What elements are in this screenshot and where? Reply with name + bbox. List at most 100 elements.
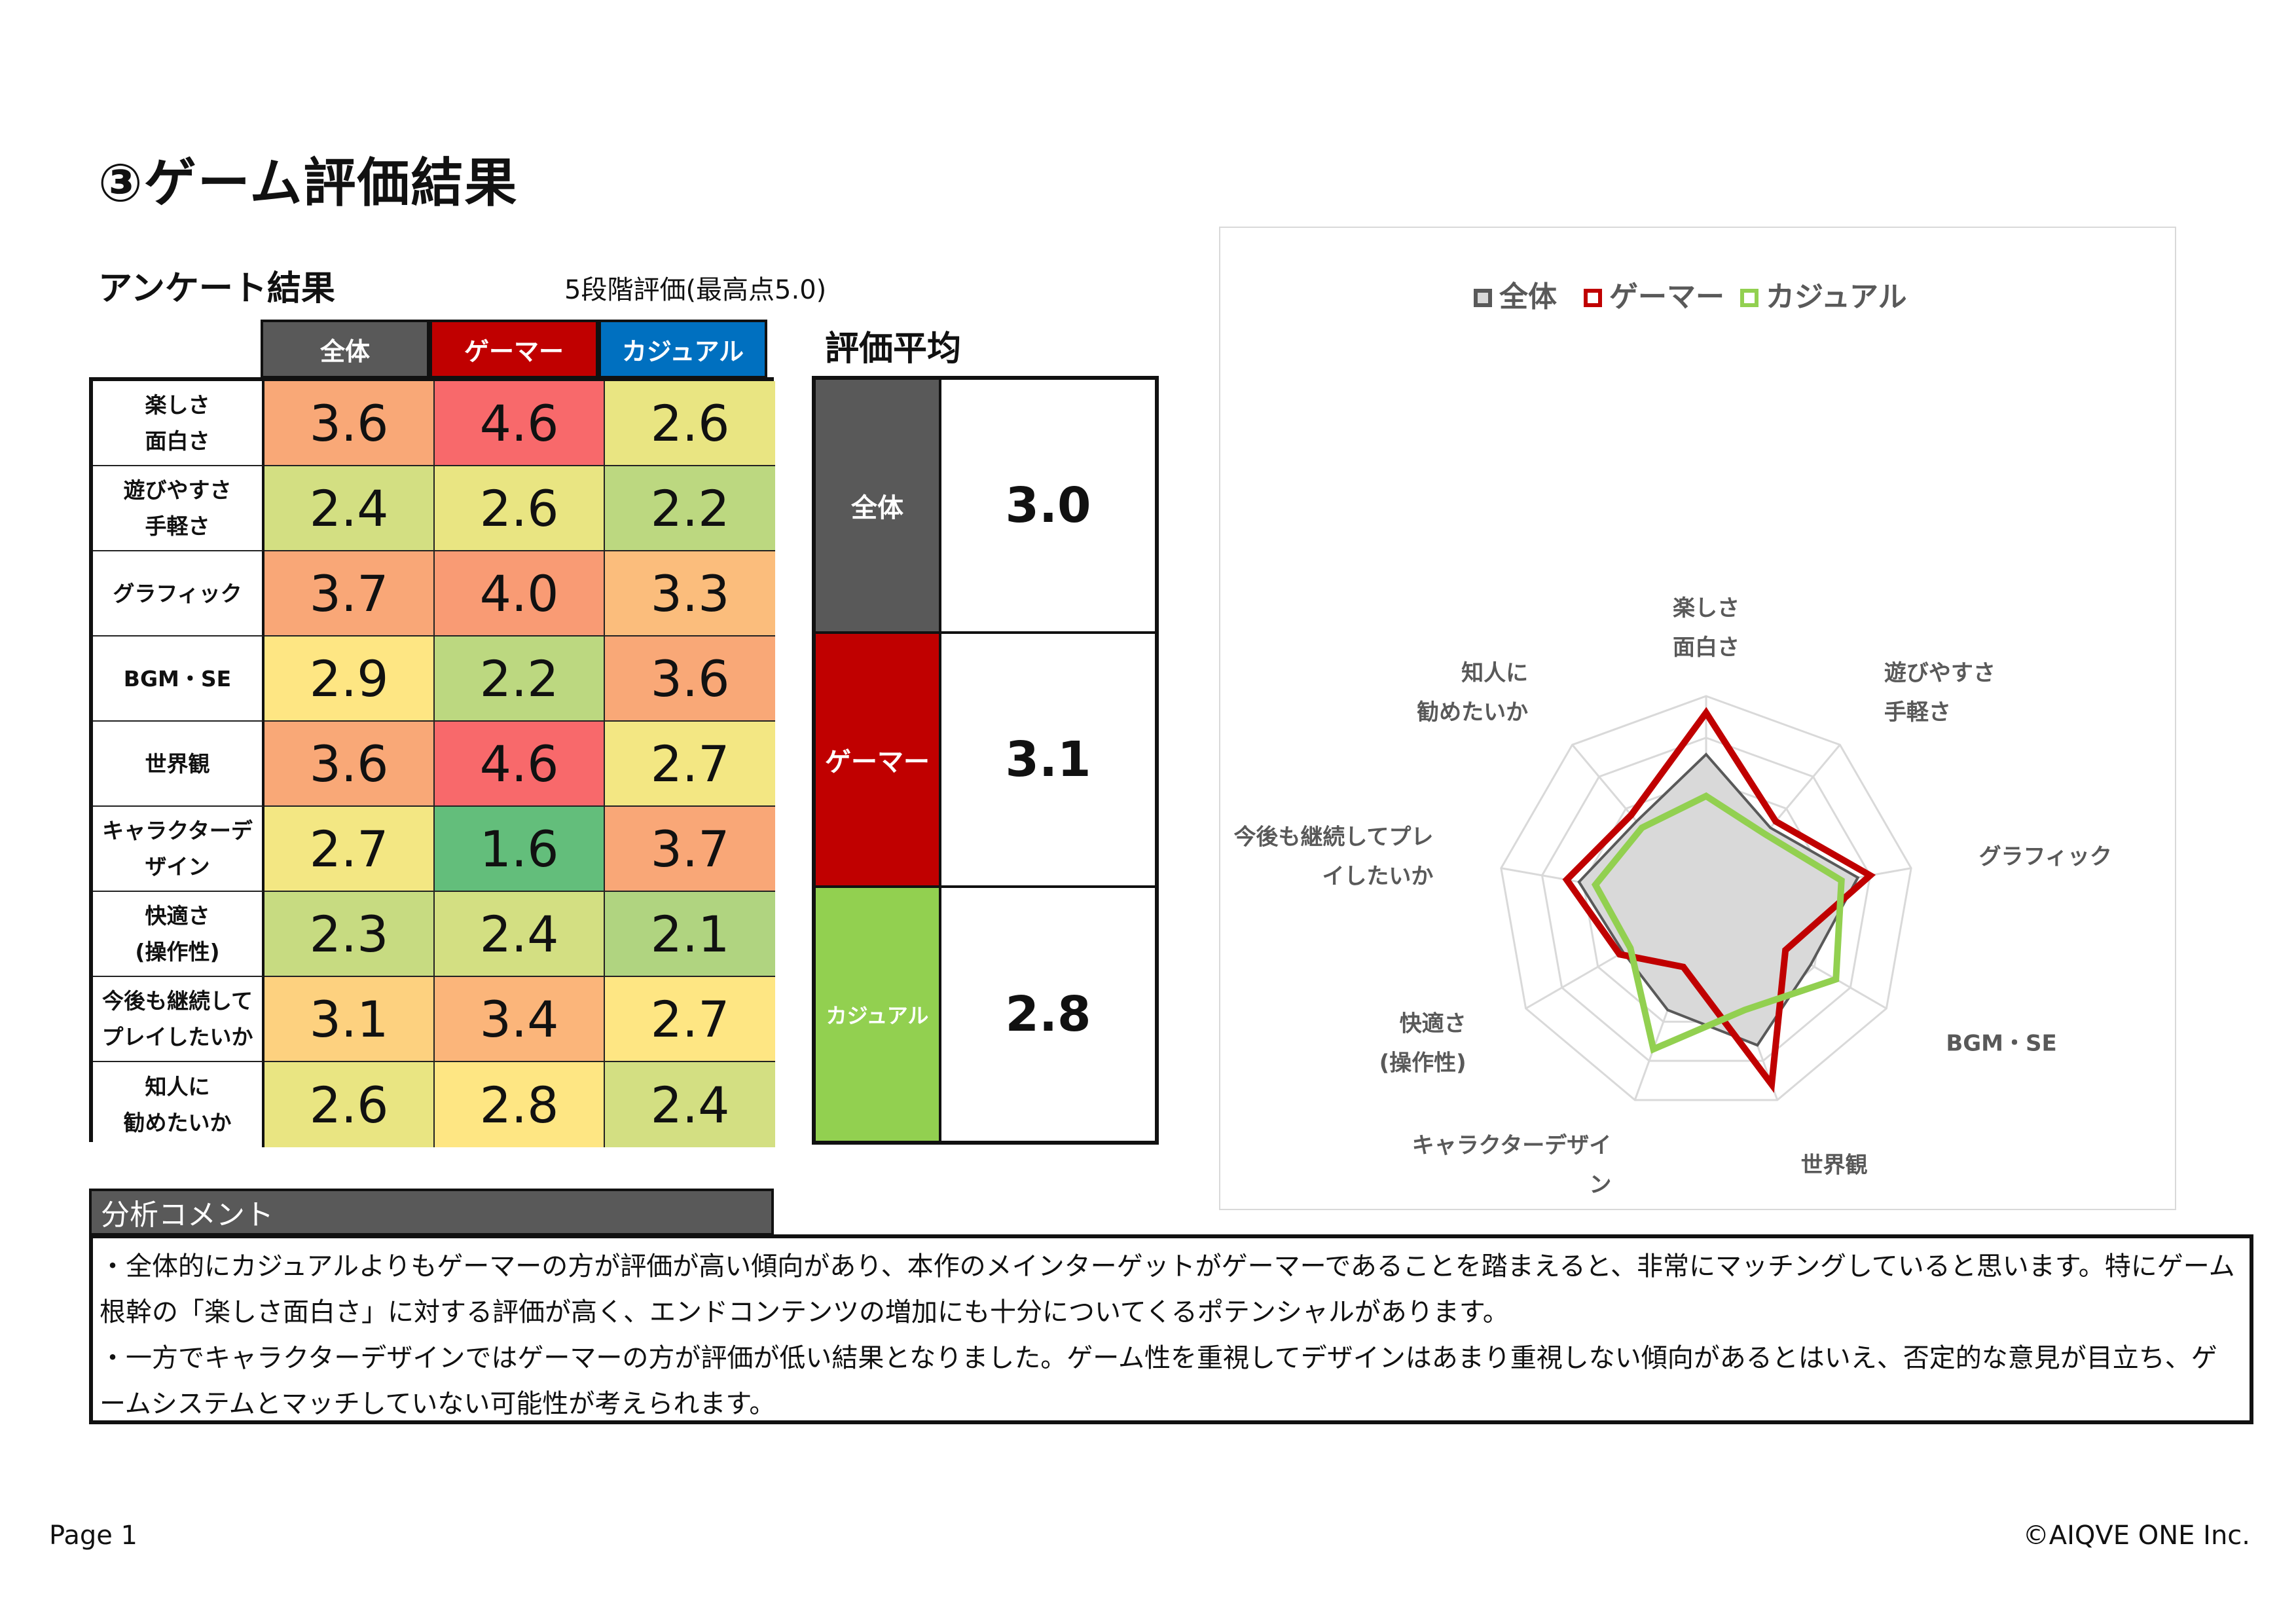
average-table: 全体 3.0 ゲーマー 3.1 カジュアル 2.8 [812, 376, 1159, 1145]
row-label-line: 遊びやすさ [123, 477, 232, 503]
row-label: 今後も継続して プレイしたいか [93, 977, 264, 1062]
score-cell: 3.6 [264, 381, 435, 466]
legend-label: カジュアル [1766, 280, 1907, 314]
score-cell: 2.8 [435, 1062, 605, 1147]
radar-axis-label: (操作性) [1379, 1050, 1467, 1077]
score-cell: 3.6 [605, 637, 775, 722]
average-label-gamer: ゲーマー [816, 634, 941, 888]
row-label: 快適さ (操作性) [93, 892, 264, 977]
legend-marker [1740, 289, 1758, 307]
score-cell: 2.7 [605, 977, 775, 1062]
score-cell: 2.6 [605, 381, 775, 466]
score-cell: 2.7 [264, 807, 435, 892]
row-label: 世界観 [93, 722, 264, 807]
score-cell: 2.9 [264, 637, 435, 722]
radar-axis-label: 遊びやすさ [1884, 660, 1995, 686]
average-heading: 評価平均 [825, 329, 962, 369]
row-label-line: 知人に [145, 1074, 210, 1099]
radar-gridline [1540, 737, 1872, 1062]
radar-axis-label: 楽しさ [1673, 595, 1740, 621]
average-label-casual: カジュアル [816, 888, 941, 1141]
row-label-line: 快適さ [145, 903, 210, 929]
radar-axis-label: ン [1589, 1172, 1611, 1198]
comment-box: ・全体的にカジュアルよりもゲーマーの方が評価が高い傾向があり、本作のメインターゲ… [89, 1234, 2253, 1424]
legend-marker [1474, 289, 1492, 307]
score-cell: 4.6 [435, 381, 605, 466]
row-label: 知人に 勧めたいか [93, 1062, 264, 1147]
radar-axis-label: キャラクターデザイ [1412, 1132, 1612, 1158]
score-cell: 3.1 [264, 977, 435, 1062]
row-label-line: 世界観 [145, 750, 210, 777]
row-label-line: 今後も継続して [101, 988, 253, 1014]
row-label-line: 面白さ [145, 428, 210, 454]
score-cell: 3.4 [435, 977, 605, 1062]
radar-chart-panel: 楽しさ面白さ遊びやすさ手軽さグラフィック BGM・SE 世界観 キャラクターデザイン 快… [1219, 227, 2176, 1210]
row-label: 遊びやすさ 手軽さ [93, 466, 264, 551]
row-label-line: グラフィック [113, 580, 242, 606]
column-header-overall: 全体 [261, 320, 429, 378]
score-cell: 2.2 [605, 466, 775, 551]
comment-heading: 分析コメント [89, 1189, 774, 1236]
score-cell: 3.3 [605, 551, 775, 637]
copyright: ©AIQVE ONE Inc. [2022, 1521, 2250, 1551]
score-cell: 2.6 [435, 466, 605, 551]
average-value-gamer: 3.1 [941, 634, 1155, 888]
radar-axis-label: 知人に [1461, 660, 1528, 686]
score-cell: 2.2 [435, 637, 605, 722]
comment-paragraph: ・全体的にカジュアルよりもゲーマーの方が評価が高い傾向があり、本作のメインターゲ… [100, 1251, 2235, 1327]
radar-axis-label: 今後も継続してプレ [1233, 824, 1433, 851]
radar-series-1 [1562, 707, 1876, 1094]
column-header-gamer: ゲーマー [429, 320, 598, 378]
row-label-line: BGM・SE [123, 665, 232, 692]
score-grid: 楽しさ 面白さ 3.6 4.6 2.6 遊びやすさ 手軽さ 2.4 2.6 2.2 グラフィック 3.… [89, 377, 775, 1147]
row-label: 楽しさ 面白さ [93, 381, 264, 466]
survey-heading: アンケート結果 [98, 269, 335, 308]
score-cell: 2.4 [605, 1062, 775, 1147]
page-number: Page 1 [49, 1521, 137, 1551]
score-cell: 2.1 [605, 892, 775, 977]
scale-note: 5段階評価(最高点5.0) [564, 275, 827, 305]
score-cell: 3.7 [605, 807, 775, 892]
radar-axis-label: 世界観 [1801, 1152, 1868, 1178]
radar-axis-label: 面白さ [1673, 635, 1740, 661]
column-header-casual: カジュアル [598, 320, 767, 378]
score-cell: 4.0 [435, 551, 605, 637]
row-label: BGM・SE [93, 637, 264, 722]
row-label-line: ザイン [145, 854, 210, 879]
radar-axis-label: グラフィック [1979, 844, 2112, 870]
score-cell: 3.7 [264, 551, 435, 637]
average-label-overall: 全体 [816, 380, 941, 634]
row-label: キャラクターデ ザイン [93, 807, 264, 892]
row-label-line: キャラクターデ [102, 818, 253, 843]
legend-label: 全体 [1499, 280, 1557, 314]
comment-paragraph: ・一方でキャラクターデザインではゲーマーの方が評価が低い結果となりました。ゲーム… [100, 1343, 2217, 1419]
average-value-casual: 2.8 [1005, 986, 1091, 1043]
radar-series-0 [1577, 752, 1860, 1047]
legend-marker [1584, 289, 1602, 307]
radar-axis-label: イしたいか [1322, 864, 1433, 890]
score-cell: 3.6 [264, 722, 435, 807]
radar-series-2 [1591, 792, 1845, 1054]
row-label-line: 勧めたいか [123, 1110, 232, 1135]
average-value-overall: 3.0 [941, 380, 1155, 634]
score-cell: 1.6 [435, 807, 605, 892]
score-cell: 2.4 [435, 892, 605, 977]
score-cell: 4.6 [435, 722, 605, 807]
score-cell: 2.4 [264, 466, 435, 551]
row-label-line: (操作性) [135, 939, 220, 965]
score-cell: 2.6 [264, 1062, 435, 1147]
row-label-line: 手軽さ [145, 513, 210, 539]
score-cell: 2.3 [264, 892, 435, 977]
legend-label: ゲーマー [1609, 280, 1724, 314]
row-label: グラフィック [93, 551, 264, 637]
row-label-line: プレイしたいか [101, 1024, 253, 1050]
radar-gridline [1500, 695, 1912, 1101]
radar-axis-label: BGM・SE [1946, 1031, 2056, 1057]
radar-axis-label: 勧めたいか [1417, 699, 1528, 726]
score-cell: 2.7 [605, 722, 775, 807]
page-title: ③ゲーム評価結果 [98, 153, 519, 213]
row-label-line: 楽しさ [145, 392, 210, 418]
radar-axis-label: 快適さ [1400, 1011, 1467, 1037]
radar-axis-label: 手軽さ [1884, 699, 1951, 726]
